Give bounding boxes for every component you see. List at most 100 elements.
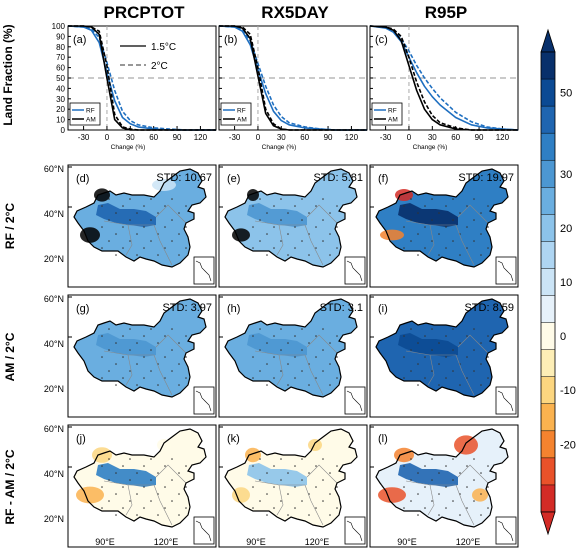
stipple-dot — [466, 486, 468, 488]
stipple-dot — [336, 247, 338, 249]
map-field — [73, 428, 207, 528]
stipple-dot — [136, 363, 138, 365]
stipple-dot — [178, 212, 180, 214]
y-tick-label: 90 — [56, 32, 65, 41]
stipple-dot — [329, 363, 331, 365]
stipple-dot — [287, 342, 289, 344]
x-tick-label: 90 — [324, 133, 333, 142]
stipple-dot — [252, 335, 254, 337]
stipple-dot — [259, 240, 261, 242]
stipple-dot — [122, 335, 124, 337]
stipple-dot — [164, 247, 166, 249]
stipple-dot — [273, 205, 275, 207]
map-panel-i: (i) STD: 8.59 — [369, 294, 519, 418]
stipple-dot — [417, 342, 419, 344]
stipple-dot — [315, 377, 317, 379]
stipple-dot — [171, 458, 173, 460]
colorbar-label: 50 — [560, 88, 572, 100]
stipple-dot — [164, 486, 166, 488]
stipple-dot — [438, 514, 440, 516]
stipple-dot — [431, 198, 433, 200]
anomaly-patch — [232, 487, 250, 503]
colorbar-swatch — [541, 79, 555, 107]
province-boundaries — [405, 204, 489, 266]
inset-frame — [193, 386, 215, 415]
stipple-dot — [452, 198, 454, 200]
colorbar-swatch — [541, 430, 555, 459]
stipple-dot — [252, 507, 254, 509]
stipple-dot — [171, 479, 173, 481]
stipple-dot — [287, 254, 289, 256]
lat-label-60n-g: 60°N — [44, 294, 64, 304]
panel-letter: (l) — [378, 433, 388, 445]
map-field — [224, 428, 358, 528]
y-tick-label: 20 — [56, 105, 65, 114]
stipple-dot — [438, 233, 440, 235]
x-tick-label: -30 — [78, 133, 90, 142]
stipple-dot — [301, 219, 303, 221]
china-outline — [224, 428, 358, 528]
colorbar-swatch — [541, 484, 555, 513]
line-panel-2: -30 0 30 60 90 120 Change (%) (b) RF AM — [218, 25, 368, 151]
legend-rf-label: RF — [388, 108, 397, 115]
stipple-dot — [294, 377, 296, 379]
region-anomaly — [247, 333, 307, 357]
stipple-dot — [259, 219, 261, 221]
stipple-dot — [410, 479, 412, 481]
stipple-dot — [336, 356, 338, 358]
row-label-rf: RF / 2°C — [3, 203, 17, 249]
stipple-dot — [266, 514, 268, 516]
inset-frame — [344, 386, 366, 415]
anomaly-patch — [472, 488, 488, 502]
stipple-dot — [185, 377, 187, 379]
stipple-dot — [487, 377, 489, 379]
inset-coastline — [497, 390, 514, 412]
x-axis-label: Change (%) — [262, 144, 297, 151]
stipple-dot — [171, 328, 173, 330]
stipple-dot — [129, 240, 131, 242]
legend-am-label: AM — [388, 117, 398, 124]
stipple-dot — [171, 240, 173, 242]
stipple-dot — [115, 363, 117, 365]
colorbar-label: 10 — [560, 277, 572, 289]
legend-2c-label: 2°C — [151, 61, 168, 72]
colorbar-swatch — [541, 160, 555, 188]
anomaly-patch — [92, 447, 112, 463]
colorbar-swatch — [541, 52, 555, 80]
significance-stipple — [252, 458, 338, 516]
stipple-dot — [273, 226, 275, 228]
stipple-dot — [322, 219, 324, 221]
inset-coastline — [346, 390, 363, 412]
inset-coastline — [497, 260, 514, 282]
column-title-prcptot: PRCPTOT — [104, 3, 186, 22]
stipple-dot — [487, 356, 489, 358]
stipple-dot — [185, 486, 187, 488]
stipple-dot — [157, 254, 159, 256]
stipple-dot — [129, 479, 131, 481]
stipple-dot — [336, 377, 338, 379]
china-outline — [73, 298, 207, 398]
column-title-rx5day: RX5DAY — [261, 3, 329, 22]
stipple-dot — [150, 219, 152, 221]
legend-rf-label: RF — [237, 108, 246, 115]
stipple-dot — [424, 486, 426, 488]
stipple-dot — [487, 486, 489, 488]
colorbar-swatch — [541, 133, 555, 161]
stipple-dot — [129, 500, 131, 502]
stipple-dot — [108, 240, 110, 242]
stipple-dot — [459, 212, 461, 214]
stipple-dot — [445, 377, 447, 379]
stipple-dot — [164, 226, 166, 228]
stipple-dot — [403, 356, 405, 358]
stipple-dot — [108, 198, 110, 200]
stipple-dot — [487, 205, 489, 207]
x-tick-label: 60 — [149, 133, 158, 142]
stipple-dot — [178, 493, 180, 495]
stipple-dot — [473, 198, 475, 200]
stipple-dot — [259, 458, 261, 460]
stipple-dot — [431, 458, 433, 460]
stipple-dot — [143, 356, 145, 358]
row-label-land-fraction: Land Fraction (%) — [1, 24, 15, 125]
stipple-dot — [280, 219, 282, 221]
